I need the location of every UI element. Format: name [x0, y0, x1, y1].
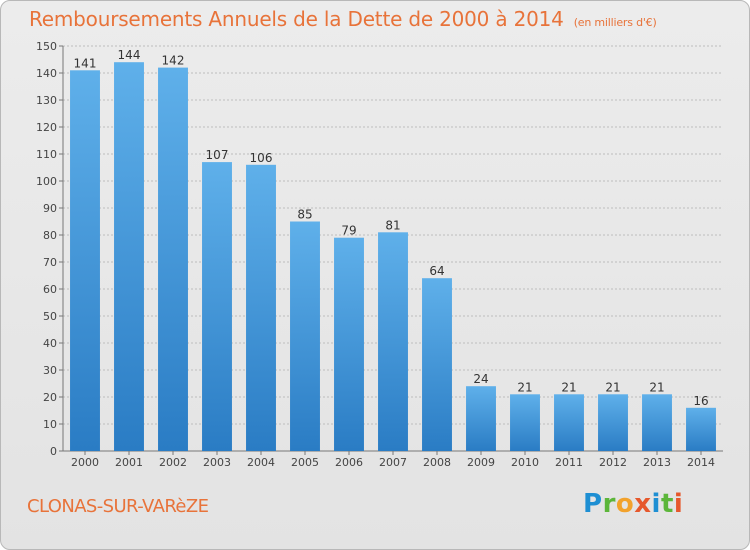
x-tick-label-2007: 2007 — [379, 456, 407, 469]
y-tick-label: 80 — [43, 229, 57, 242]
y-tick-label: 10 — [43, 418, 57, 431]
y-tick-label: 120 — [36, 121, 57, 134]
bar-2013 — [642, 394, 672, 451]
y-tick-labels: 0 10 20 30 40 50 60 70 80 90 100 110 120 130 140 150 — [36, 40, 57, 458]
value-label-2001: 144 — [118, 48, 141, 62]
x-tick-label-2005: 2005 — [291, 456, 319, 469]
bar-2004 — [246, 164, 276, 452]
chart-title: Remboursements Annuels de la Dette de 20… — [29, 7, 657, 31]
value-label-2003: 107 — [206, 148, 229, 162]
chart-subtitle: (en milliers d'€) — [573, 16, 657, 29]
x-tick-label-2001: 2001 — [115, 456, 143, 469]
bar-2012 — [598, 394, 628, 451]
value-label-2005: 85 — [297, 208, 312, 222]
value-label-2013: 21 — [649, 380, 664, 394]
value-label-2012: 21 — [605, 380, 620, 394]
bar-2008 — [422, 278, 452, 451]
bars — [70, 62, 716, 452]
y-tick-label: 30 — [43, 364, 57, 377]
proxiti-logo: Proxiti — [583, 489, 684, 519]
bar-2002 — [158, 67, 188, 451]
y-tick-label: 20 — [43, 391, 57, 404]
y-tick-label: 140 — [36, 67, 57, 80]
value-label-2008: 64 — [429, 264, 444, 278]
x-tick-label-2003: 2003 — [203, 456, 231, 469]
y-tick-label: 100 — [36, 175, 57, 188]
value-label-2000: 141 — [74, 56, 97, 70]
y-tick-label: 40 — [43, 337, 57, 350]
y-tick-label: 150 — [36, 40, 57, 53]
y-tick-label: 50 — [43, 310, 57, 323]
value-label-2010: 21 — [517, 380, 532, 394]
bar-2009 — [466, 386, 496, 451]
y-tick-label: 90 — [43, 202, 57, 215]
x-tick-label-2004: 2004 — [247, 456, 275, 469]
x-tick-label-2000: 2000 — [71, 456, 99, 469]
y-tick-label: 130 — [36, 94, 57, 107]
bar-2003 — [202, 162, 232, 451]
bar-2005 — [290, 221, 320, 451]
value-label-2009: 24 — [473, 372, 488, 386]
bar-2001 — [114, 62, 144, 451]
value-labels: 141 144 142 107 106 85 79 81 64 24 21 21 21 21 16 — [74, 48, 709, 408]
x-tick-labels: 2000 2001 2002 2003 2004 2005 2006 2007 2008 2009… — [71, 456, 715, 469]
x-tick-label-2013: 2013 — [643, 456, 671, 469]
value-label-2006: 79 — [341, 224, 356, 238]
y-tick-label: 60 — [43, 283, 57, 296]
commune-name: CLONAS-SUR-VARèZE — [27, 496, 209, 517]
bar-2000 — [70, 70, 100, 452]
bar-2011 — [554, 394, 584, 451]
x-tick-label-2008: 2008 — [423, 456, 451, 469]
value-label-2014: 16 — [693, 394, 708, 408]
x-tick-label-2002: 2002 — [159, 456, 187, 469]
bar-2007 — [378, 232, 408, 451]
value-label-2011: 21 — [561, 380, 576, 394]
x-tick-label-2009: 2009 — [467, 456, 495, 469]
x-tick-label-2011: 2011 — [555, 456, 583, 469]
x-tick-label-2012: 2012 — [599, 456, 627, 469]
value-label-2002: 142 — [162, 54, 185, 68]
bar-2006 — [334, 237, 364, 451]
y-tick-label: 110 — [36, 148, 57, 161]
value-label-2007: 81 — [385, 218, 400, 232]
y-tick-label: 0 — [50, 445, 57, 458]
x-tick-label-2006: 2006 — [335, 456, 363, 469]
x-tick-label-2010: 2010 — [511, 456, 539, 469]
bar-2014 — [686, 407, 716, 451]
value-label-2004: 106 — [250, 151, 273, 165]
x-tick-label-2014: 2014 — [687, 456, 715, 469]
y-tick-label: 70 — [43, 256, 57, 269]
title-text: Remboursements Annuels de la Dette de 20… — [29, 7, 564, 31]
bar-2010 — [510, 394, 540, 451]
